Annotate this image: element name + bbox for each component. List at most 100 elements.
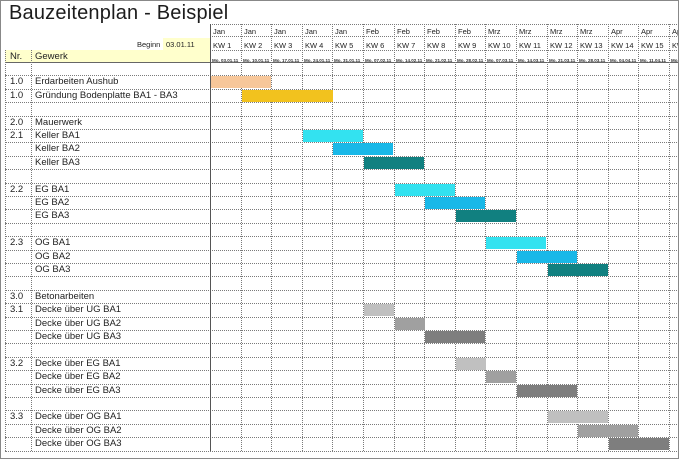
task-name[interactable]: Decke über UG BA2 [35, 318, 122, 329]
row-number: 3.1 [10, 304, 24, 315]
gantt-bar[interactable] [548, 264, 608, 276]
row-gridline [5, 102, 679, 103]
month-label: Jan [244, 27, 257, 36]
gantt-bar[interactable] [364, 157, 424, 169]
week-divider [638, 24, 639, 451]
kw-label: KW 14 [611, 41, 634, 50]
month-label: Jan [213, 27, 226, 36]
week-divider [455, 24, 456, 451]
row-gridline [5, 397, 679, 398]
week-divider [485, 24, 486, 451]
week-divider [363, 24, 364, 451]
gantt-bar[interactable] [395, 184, 455, 196]
gantt-bar[interactable] [548, 411, 608, 423]
week-divider [241, 24, 242, 451]
week-date-label: Mo, 17.01.11 [273, 58, 300, 63]
task-name[interactable]: EG BA1 [35, 184, 70, 195]
task-name[interactable]: Keller BA2 [35, 143, 80, 154]
gantt-bar[interactable] [425, 197, 485, 209]
task-name[interactable]: Decke über EG BA3 [35, 385, 121, 396]
week-divider [669, 24, 670, 451]
week-date-label: Mo, 21.02.11 [426, 58, 453, 63]
gewerk-header-fill [5, 50, 210, 62]
task-name[interactable]: Erdarbeiten Aushub [35, 76, 119, 87]
beginn-date-fill [163, 38, 210, 50]
task-name[interactable]: Decke über OG BA1 [35, 411, 122, 422]
row-gridline [5, 75, 679, 76]
task-name[interactable]: EG BA2 [35, 197, 70, 208]
gantt-bar[interactable] [395, 318, 425, 330]
row-gridline [5, 343, 679, 344]
month-label: Jan [274, 27, 287, 36]
gantt-bar[interactable] [517, 251, 577, 263]
row-gridline [5, 317, 679, 318]
gantt-bar[interactable] [364, 304, 394, 316]
kw-label: KW 12 [550, 41, 573, 50]
task-name[interactable]: Decke über OG BA2 [35, 425, 122, 436]
row-gridline [5, 169, 679, 170]
row-gridline [5, 223, 679, 224]
row-gridline [5, 424, 679, 425]
row-gridline [5, 303, 679, 304]
gantt-bar[interactable] [578, 425, 638, 437]
gantt-bar[interactable] [333, 143, 393, 155]
task-name[interactable]: Decke über EG BA1 [35, 358, 121, 369]
task-name[interactable]: EG BA3 [35, 210, 70, 221]
month-label: Feb [458, 27, 471, 36]
column-divider [5, 50, 6, 451]
month-label: Mrz [488, 27, 501, 36]
gantt-bar[interactable] [456, 210, 516, 222]
gantt-bar[interactable] [486, 371, 516, 383]
gantt-bar[interactable] [517, 385, 577, 397]
task-name[interactable]: OG BA2 [35, 251, 71, 262]
gantt-bar[interactable] [486, 237, 546, 249]
task-name[interactable]: Decke über UG BA1 [35, 304, 122, 315]
task-name[interactable]: Decke über EG BA2 [35, 371, 121, 382]
row-gridline [5, 410, 679, 411]
column-header-nr: Nr. [10, 51, 23, 62]
task-name[interactable]: Decke über UG BA3 [35, 331, 122, 342]
row-gridline [210, 50, 679, 51]
month-label: Mrz [550, 27, 563, 36]
week-divider [547, 24, 548, 451]
gantt-bar[interactable] [425, 331, 485, 343]
row-number: 2.3 [10, 237, 24, 248]
task-name[interactable]: Gründung Bodenplatte BA1 - BA3 [35, 90, 178, 101]
row-gridline [5, 142, 679, 143]
row-number: 3.3 [10, 411, 24, 422]
task-name[interactable]: Keller BA3 [35, 157, 80, 168]
gantt-bar[interactable] [456, 358, 486, 370]
task-name[interactable]: Betonarbeiten [35, 291, 95, 302]
gantt-bar[interactable] [211, 76, 271, 88]
row-gridline [5, 451, 679, 452]
task-name[interactable]: OG BA3 [35, 264, 71, 275]
week-date-label: Mo, 28.02.11 [457, 58, 484, 63]
row-gridline [5, 357, 679, 358]
kw-label: KW 3 [274, 41, 293, 50]
week-divider [302, 24, 303, 451]
task-name[interactable]: Mauerwerk [35, 117, 82, 128]
row-gridline [5, 276, 679, 277]
week-divider [424, 24, 425, 451]
gantt-bar[interactable] [609, 438, 669, 450]
task-name[interactable]: OG BA1 [35, 237, 71, 248]
gantt-bar[interactable] [242, 90, 333, 102]
row-number: 2.0 [10, 117, 24, 128]
beginn-date-cell[interactable]: 03.01.11 [166, 40, 195, 49]
beginn-label: Beginn [137, 40, 161, 49]
week-date-label: Mo, 14.03.11 [518, 58, 545, 63]
week-divider [332, 24, 333, 451]
kw-label: KW 15 [641, 41, 664, 50]
week-date-label: Mo, 04.04.11 [610, 58, 637, 63]
gantt-bar[interactable] [303, 130, 363, 142]
row-gridline [5, 384, 679, 385]
row-gridline [5, 437, 679, 438]
task-name[interactable]: Keller BA1 [35, 130, 80, 141]
row-gridline [5, 290, 679, 291]
task-name[interactable]: Decke über OG BA3 [35, 438, 122, 449]
column-divider [31, 50, 32, 451]
kw-label: KW 4 [305, 41, 324, 50]
row-gridline [210, 24, 679, 25]
week-date-label: Mo, 07.02.11 [365, 58, 392, 63]
